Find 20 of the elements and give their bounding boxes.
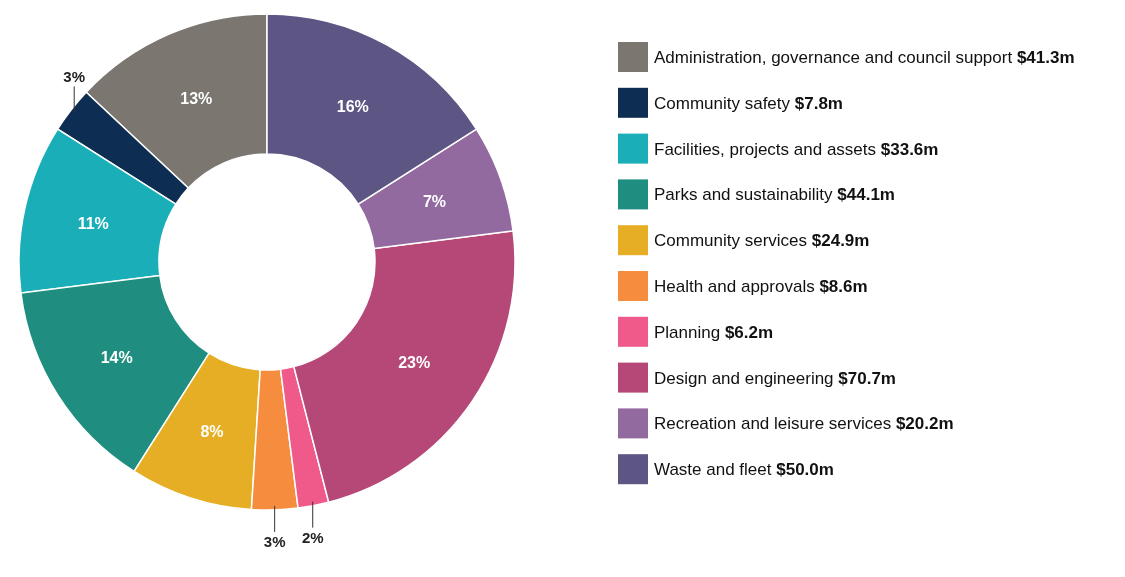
data-label: 14% xyxy=(100,348,133,366)
data-label: 11% xyxy=(77,214,109,232)
legend-label: Planning $6.2m xyxy=(654,322,774,342)
legend-label: Administration, governance and council support $41.3m xyxy=(654,47,1075,67)
legend-label: Health and approvals $8.6m xyxy=(654,276,868,296)
data-label: 23% xyxy=(398,353,431,371)
data-label: 16% xyxy=(336,97,369,115)
data-label: 8% xyxy=(200,422,224,440)
data-label: 2% xyxy=(301,528,324,546)
legend-label: Recreation and leisure services $20.2m xyxy=(654,414,954,434)
data-label: 7% xyxy=(422,193,447,211)
data-label: 3% xyxy=(263,533,286,551)
data-label: 3% xyxy=(63,67,86,85)
legend-label: Community safety $7.8m xyxy=(654,93,843,113)
legend-label: Waste and fleet $50.0m xyxy=(654,460,834,480)
data-label: 13% xyxy=(180,90,213,108)
legend-label: Facilities, projects and assets $33.6m xyxy=(654,139,939,159)
legend-label: Design and engineering $70.7m xyxy=(654,368,896,388)
legend-label: Parks and sustainability $44.1m xyxy=(654,185,895,205)
legend-label: Community services $24.9m xyxy=(654,231,870,251)
